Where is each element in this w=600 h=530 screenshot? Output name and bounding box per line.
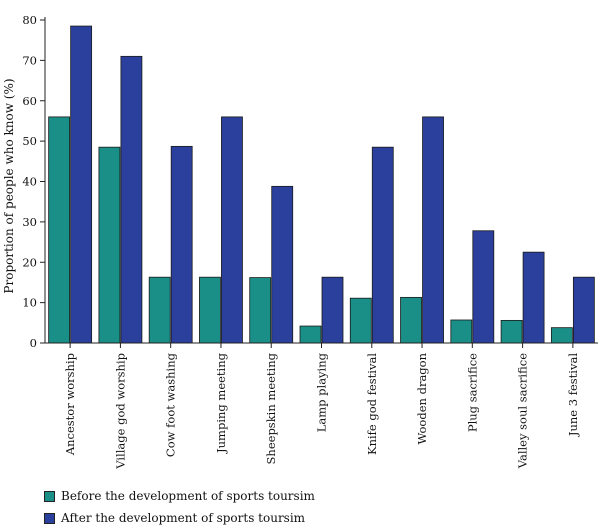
legend-swatch-before [44, 490, 55, 502]
bar-before-plug-sacrifice [450, 319, 473, 344]
y-tick-label: 0 [30, 336, 37, 350]
y-tick-label: 60 [22, 94, 37, 108]
y-tick-label: 80 [22, 13, 37, 27]
x-tick-label: Plug sacrifice [465, 353, 479, 432]
legend: Before the development of sports toursim… [44, 486, 315, 530]
bar-after-village-god-worship [120, 55, 143, 344]
x-tick-label: Wooden dragon [415, 352, 429, 444]
x-tick-label: Valley soul sacrifice [516, 353, 530, 469]
y-tick-label: 40 [22, 175, 37, 189]
y-tick-label: 50 [22, 134, 37, 148]
y-tick-label: 70 [22, 53, 37, 67]
bar-after-valley-soul-sacrifice [522, 251, 545, 344]
legend-swatch-after [44, 512, 55, 524]
bar-after-june-3-festival [572, 276, 595, 344]
x-tick-label: Jumping meeting [214, 352, 228, 454]
x-tick-label: Lamp playing [315, 352, 329, 432]
bar-before-valley-soul-sacrifice [500, 319, 523, 344]
bar-before-knife-god-festival [349, 297, 372, 344]
y-tick-label: 30 [22, 215, 37, 229]
bar-before-sheepskin-meeting [249, 277, 272, 344]
legend-item-after: After the development of sports toursim [44, 508, 315, 528]
bar-before-wooden-dragon [400, 296, 422, 344]
bar-after-lamp-playing [321, 276, 344, 344]
legend-label-before: Before the development of sports toursim [61, 489, 315, 503]
legend-item-before: Before the development of sports toursim [44, 486, 315, 506]
x-tick-label: June 3 festival [566, 353, 580, 437]
y-tick-label: 10 [22, 296, 37, 310]
bar-after-plug-sacrifice [472, 230, 495, 344]
axes-group: Ancestor worship Village god worship Cow f… [22, 13, 598, 470]
bar-before-village-god-worship [98, 146, 121, 344]
bar-before-lamp-playing [299, 325, 322, 344]
x-tick-label: Knife god festival [365, 353, 379, 455]
legend-label-after: After the development of sports toursim [61, 511, 306, 525]
bar-before-june-3-festival [550, 327, 573, 344]
x-tick-label: Cow foot washing [164, 352, 178, 457]
bar-after-wooden-dragon [422, 116, 444, 344]
x-tick-label: Ancestor worship [63, 353, 77, 456]
bar-after-jumping-meeting [221, 116, 243, 344]
y-axis-label: Proportion of people who know (%) [2, 78, 16, 293]
bars-group [48, 25, 595, 344]
bar-after-cow-foot-washing [170, 145, 193, 344]
bar-before-jumping-meeting [199, 276, 221, 344]
x-tick-label: Sheepskin meeting [264, 352, 278, 464]
bar-after-sheepskin-meeting [271, 185, 294, 344]
bar-before-ancestor-worship [48, 116, 71, 344]
x-tick-label: Village god worship [113, 353, 127, 470]
bar-after-ancestor-worship [70, 25, 93, 344]
bar-after-knife-god-festival [371, 146, 394, 344]
bar-before-cow-foot-washing [148, 276, 171, 344]
y-tick-label: 20 [22, 255, 37, 269]
